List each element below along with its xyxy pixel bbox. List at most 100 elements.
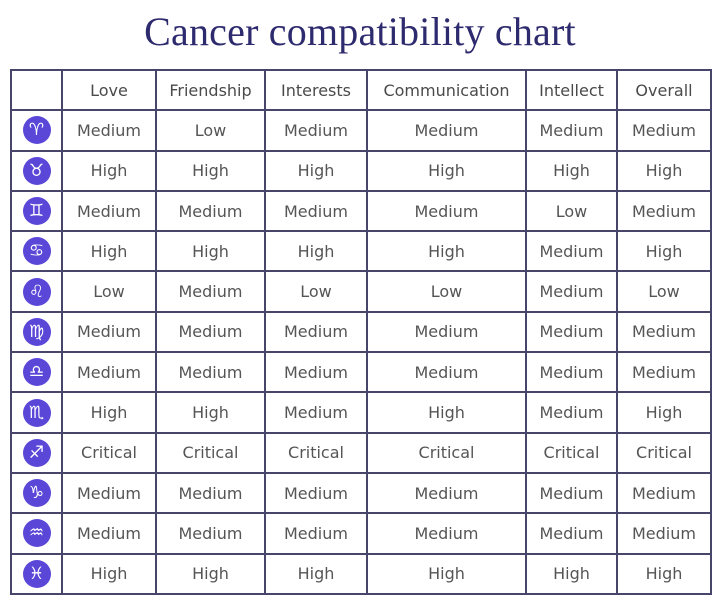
aquarius-icon: ♒ xyxy=(22,519,51,548)
cell-communication: Low xyxy=(366,270,527,313)
sign-cell: ♐ xyxy=(10,431,63,474)
cell-intellect: Critical xyxy=(525,431,618,474)
cell-interests: Medium xyxy=(264,351,368,394)
capricorn-icon: ♑ xyxy=(22,479,51,508)
cell-communication: High xyxy=(366,230,527,273)
cell-love: High xyxy=(61,230,157,273)
virgo-icon: ♍ xyxy=(22,317,51,346)
cell-love: Medium xyxy=(61,351,157,394)
cell-communication: Medium xyxy=(366,351,527,394)
cell-overall: High xyxy=(616,552,712,595)
cell-love: Critical xyxy=(61,431,157,474)
sign-cell: ♏ xyxy=(10,391,63,434)
cell-interests: High xyxy=(264,149,368,192)
cell-overall: High xyxy=(616,391,712,434)
cell-overall: Medium xyxy=(616,471,712,515)
cell-friendship: High xyxy=(155,230,266,273)
cell-communication: High xyxy=(366,149,527,192)
cell-friendship: High xyxy=(155,552,266,595)
cell-overall: Medium xyxy=(616,310,712,354)
header-friendship: Friendship xyxy=(155,68,266,112)
cell-love: High xyxy=(61,149,157,192)
sagittarius-icon: ♐ xyxy=(22,438,51,467)
cell-love: High xyxy=(61,391,157,434)
aries-icon: ♈ xyxy=(22,116,51,145)
sign-cell: ♓ xyxy=(10,552,63,595)
cell-interests: Low xyxy=(264,270,368,313)
scorpio-icon: ♏ xyxy=(22,398,51,427)
pisces-icon: ♓ xyxy=(22,559,51,588)
cell-intellect: Medium xyxy=(525,391,618,434)
table-row: ♎ Medium Medium Medium Medium Medium Medium xyxy=(10,351,712,394)
sign-cell: ♉ xyxy=(10,149,63,192)
cell-love: Medium xyxy=(61,310,157,354)
leo-icon: ♌ xyxy=(22,277,51,306)
header-love: Love xyxy=(61,68,157,112)
compatibility-table: Love Friendship Interests Communication … xyxy=(10,68,712,595)
cell-love: Medium xyxy=(61,109,157,152)
cell-friendship: Medium xyxy=(155,310,266,354)
cell-overall: Critical xyxy=(616,431,712,474)
sign-cell: ♌ xyxy=(10,270,63,313)
sign-cell: ♑ xyxy=(10,471,63,515)
cell-communication: Medium xyxy=(366,512,527,555)
cell-friendship: Medium xyxy=(155,471,266,515)
cell-interests: High xyxy=(264,230,368,273)
cell-overall: Low xyxy=(616,270,712,313)
cell-friendship: Low xyxy=(155,109,266,152)
sign-cell: ♒ xyxy=(10,512,63,555)
table-row: ♈ Medium Low Medium Medium Medium Medium xyxy=(10,109,712,152)
corner-cell xyxy=(10,68,63,112)
cell-love: Medium xyxy=(61,471,157,515)
cell-intellect: High xyxy=(525,149,618,192)
cell-interests: High xyxy=(264,552,368,595)
cell-interests: Medium xyxy=(264,512,368,555)
gemini-icon: ♊ xyxy=(22,197,51,226)
cell-interests: Critical xyxy=(264,431,368,474)
cell-intellect: Medium xyxy=(525,270,618,313)
cell-friendship: High xyxy=(155,391,266,434)
cell-overall: High xyxy=(616,230,712,273)
cell-intellect: Medium xyxy=(525,471,618,515)
cell-friendship: Medium xyxy=(155,270,266,313)
cell-interests: Medium xyxy=(264,391,368,434)
cell-intellect: Medium xyxy=(525,512,618,555)
cell-friendship: Medium xyxy=(155,351,266,394)
cell-overall: Medium xyxy=(616,512,712,555)
cell-communication: Critical xyxy=(366,431,527,474)
table-row: ♋ High High High High Medium High xyxy=(10,230,712,273)
sign-cell: ♊ xyxy=(10,189,63,233)
cell-intellect: High xyxy=(525,552,618,595)
cell-friendship: Medium xyxy=(155,512,266,555)
cell-overall: High xyxy=(616,149,712,192)
table-row: ♑ Medium Medium Medium Medium Medium Medium xyxy=(10,471,712,515)
cell-love: Low xyxy=(61,270,157,313)
table-row: ♓ High High High High High High xyxy=(10,552,712,595)
cell-communication: Medium xyxy=(366,189,527,233)
cell-interests: Medium xyxy=(264,189,368,233)
cell-interests: Medium xyxy=(264,471,368,515)
cell-love: Medium xyxy=(61,512,157,555)
cancer-icon: ♋ xyxy=(22,237,51,266)
header-interests: Interests xyxy=(264,68,368,112)
header-intellect: Intellect xyxy=(525,68,618,112)
cell-intellect: Medium xyxy=(525,230,618,273)
table-row: ♊ Medium Medium Medium Medium Low Medium xyxy=(10,189,712,233)
cell-intellect: Low xyxy=(525,189,618,233)
cell-communication: High xyxy=(366,552,527,595)
sign-cell: ♈ xyxy=(10,109,63,152)
cell-communication: Medium xyxy=(366,310,527,354)
cell-overall: Medium xyxy=(616,189,712,233)
table-row: ♏ High High Medium High Medium High xyxy=(10,391,712,434)
libra-icon: ♎ xyxy=(22,358,51,387)
table-row: ♉ High High High High High High xyxy=(10,149,712,192)
cell-intellect: Medium xyxy=(525,351,618,394)
cell-communication: Medium xyxy=(366,109,527,152)
table-row: ♒ Medium Medium Medium Medium Medium Medium xyxy=(10,512,712,555)
header-overall: Overall xyxy=(616,68,712,112)
cell-communication: High xyxy=(366,391,527,434)
table-row: ♍ Medium Medium Medium Medium Medium Medium xyxy=(10,310,712,354)
cell-friendship: Medium xyxy=(155,189,266,233)
cell-interests: Medium xyxy=(264,310,368,354)
sign-cell: ♋ xyxy=(10,230,63,273)
